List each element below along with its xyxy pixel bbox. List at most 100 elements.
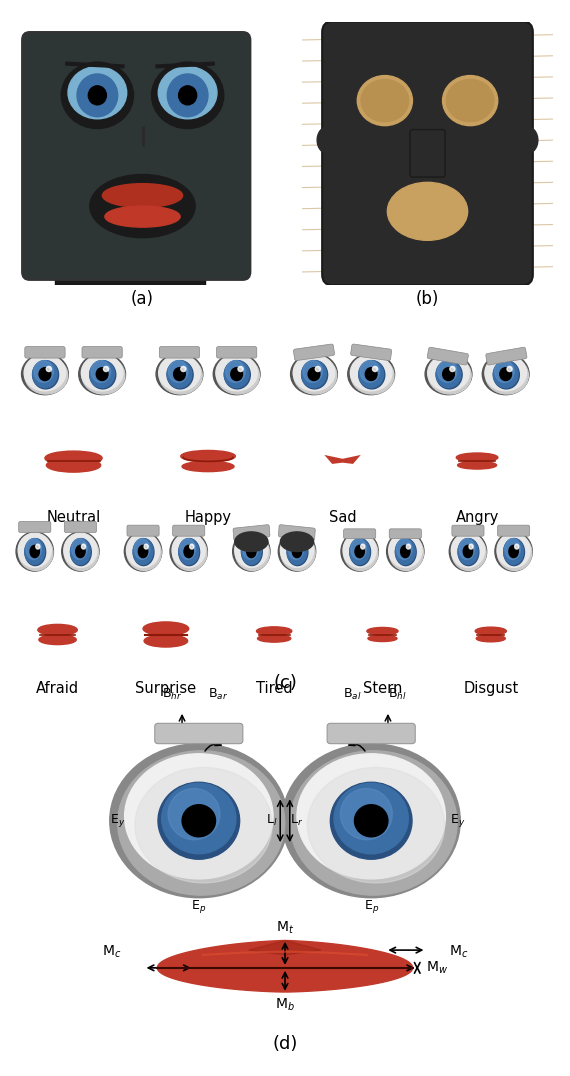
Text: B$_{hl}$: B$_{hl}$ [388, 686, 407, 702]
FancyBboxPatch shape [19, 522, 51, 533]
Ellipse shape [180, 539, 196, 560]
Ellipse shape [135, 767, 272, 883]
FancyBboxPatch shape [322, 22, 533, 285]
Ellipse shape [350, 539, 369, 564]
Text: M$_c$: M$_c$ [449, 944, 468, 960]
Ellipse shape [25, 539, 44, 564]
Ellipse shape [287, 539, 308, 566]
Ellipse shape [515, 544, 519, 549]
Ellipse shape [38, 624, 78, 636]
Ellipse shape [90, 174, 195, 238]
Ellipse shape [361, 80, 409, 122]
Ellipse shape [343, 533, 376, 567]
Ellipse shape [458, 462, 496, 469]
Ellipse shape [495, 360, 514, 382]
Ellipse shape [500, 368, 511, 381]
Ellipse shape [168, 360, 188, 382]
Ellipse shape [71, 539, 91, 566]
Ellipse shape [315, 367, 320, 371]
FancyBboxPatch shape [389, 528, 421, 539]
Polygon shape [157, 940, 413, 968]
Text: E$_p$: E$_p$ [364, 898, 379, 916]
Ellipse shape [61, 62, 133, 128]
Ellipse shape [170, 532, 207, 571]
Ellipse shape [292, 546, 302, 557]
Ellipse shape [458, 539, 478, 564]
Ellipse shape [359, 360, 385, 388]
Ellipse shape [340, 789, 392, 839]
Ellipse shape [518, 127, 538, 154]
Ellipse shape [242, 539, 261, 564]
Ellipse shape [317, 127, 337, 154]
Ellipse shape [231, 368, 242, 381]
Ellipse shape [457, 453, 498, 462]
Ellipse shape [178, 86, 197, 104]
Ellipse shape [308, 368, 320, 381]
Text: (d): (d) [272, 1035, 298, 1052]
Text: Afraid: Afraid [36, 681, 79, 696]
Ellipse shape [158, 782, 239, 860]
Text: B$_{al}$: B$_{al}$ [343, 686, 361, 702]
Ellipse shape [389, 535, 424, 570]
Ellipse shape [367, 627, 398, 635]
Ellipse shape [495, 532, 532, 571]
Ellipse shape [133, 539, 153, 564]
Text: B$_{hr}$: B$_{hr}$ [162, 686, 182, 702]
Ellipse shape [341, 532, 378, 571]
Ellipse shape [280, 533, 314, 567]
Ellipse shape [452, 535, 486, 570]
Ellipse shape [436, 360, 462, 388]
Ellipse shape [302, 360, 327, 387]
Ellipse shape [88, 86, 107, 104]
Ellipse shape [235, 535, 270, 570]
Ellipse shape [167, 360, 193, 388]
Ellipse shape [350, 539, 371, 566]
Text: Surprise: Surprise [135, 681, 197, 696]
Ellipse shape [504, 539, 523, 564]
Ellipse shape [179, 539, 198, 564]
FancyBboxPatch shape [22, 32, 250, 280]
Ellipse shape [256, 627, 292, 636]
Ellipse shape [143, 622, 189, 636]
Ellipse shape [179, 539, 199, 566]
Text: (b): (b) [416, 289, 439, 308]
Ellipse shape [425, 354, 472, 395]
Ellipse shape [134, 539, 150, 560]
Ellipse shape [351, 539, 367, 560]
FancyBboxPatch shape [173, 525, 205, 536]
Ellipse shape [71, 539, 90, 564]
Ellipse shape [428, 355, 469, 391]
Ellipse shape [168, 74, 208, 116]
Ellipse shape [443, 368, 454, 381]
Ellipse shape [497, 533, 530, 567]
Ellipse shape [396, 539, 415, 564]
Ellipse shape [36, 544, 40, 549]
Ellipse shape [62, 532, 99, 571]
Ellipse shape [386, 532, 424, 571]
Ellipse shape [103, 367, 109, 371]
Ellipse shape [160, 357, 202, 394]
Ellipse shape [96, 368, 108, 381]
Ellipse shape [82, 544, 86, 549]
Ellipse shape [190, 544, 194, 549]
Ellipse shape [25, 357, 68, 394]
Ellipse shape [77, 74, 117, 116]
Ellipse shape [396, 539, 416, 566]
Ellipse shape [469, 544, 473, 549]
Ellipse shape [482, 354, 529, 395]
Ellipse shape [477, 635, 505, 641]
Ellipse shape [46, 367, 51, 371]
Text: B$_{ar}$: B$_{ar}$ [208, 686, 228, 702]
Ellipse shape [494, 360, 519, 388]
Ellipse shape [30, 546, 39, 557]
Text: Disgust: Disgust [463, 681, 518, 696]
FancyBboxPatch shape [155, 723, 243, 744]
Ellipse shape [18, 533, 51, 567]
Ellipse shape [89, 360, 116, 388]
Text: E$_y$: E$_y$ [450, 812, 466, 830]
Ellipse shape [509, 546, 518, 557]
Ellipse shape [16, 532, 54, 571]
Ellipse shape [162, 783, 236, 854]
Ellipse shape [19, 535, 53, 570]
Ellipse shape [334, 783, 408, 854]
